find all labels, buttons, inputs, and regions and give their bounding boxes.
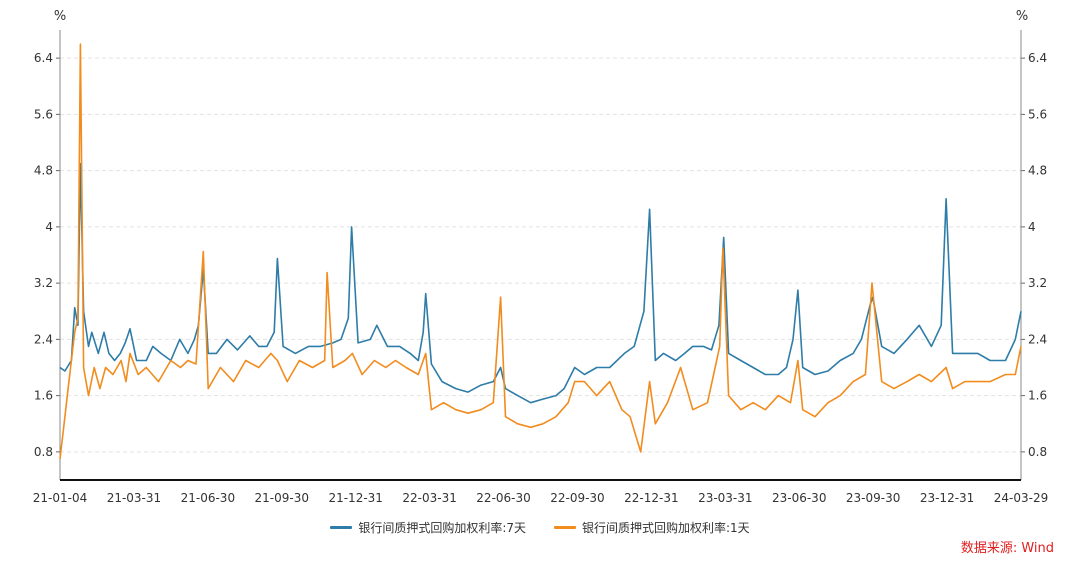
legend-item-1d[interactable]: 银行间质押式回购加权利率:1天 (554, 519, 750, 536)
y-tick-label-left: 3.2 (34, 276, 53, 290)
data-source-note: 数据来源: Wind (960, 541, 1054, 556)
legend-swatch-7d (330, 525, 353, 529)
y-tick-label-right: 3.2 (1028, 276, 1047, 290)
x-tick-label: 23-09-30 (846, 491, 900, 505)
legend-swatch-1d (554, 525, 576, 529)
y-tick-label-right: 1.6 (1028, 389, 1047, 403)
x-tick-label: 21-01-04 (33, 491, 87, 505)
y-tick-label-left: 5.6 (34, 107, 53, 121)
y-tick-label-left: 2.4 (34, 332, 53, 346)
y-tick-label-left: 1.6 (34, 389, 53, 403)
x-tick-label: 23-12-31 (920, 491, 974, 505)
legend: 银行间质押式回购加权利率:7天 银行间质押式回购加权利率:1天 (0, 517, 1080, 537)
axes: 0.8 0.8 1.6 1.6 2.4 2.4 3.2 3.2 4 4 4.8 4.8 5.6 5.6 6.… (33, 30, 1048, 505)
right-axis-unit: % (1016, 9, 1028, 24)
x-tick-label: 22-06-30 (476, 491, 530, 505)
y-tick-label-left: 4 (45, 220, 53, 234)
y-tick-label-right: 6.4 (1028, 51, 1047, 65)
chart-svg: 0.8 0.8 1.6 1.6 2.4 2.4 3.2 3.2 4 4 4.8 4.8 5.6 5.6 6.… (33, 9, 1048, 505)
series-lines (59, 43, 1022, 459)
x-tick-label: 22-03-31 (402, 491, 456, 505)
y-tick-label-left: 4.8 (34, 164, 53, 178)
x-tick-label: 21-06-30 (181, 491, 235, 505)
x-tick-label: 21-09-30 (255, 491, 309, 505)
series-line-1d (59, 43, 1022, 459)
legend-label-1d: 银行间质押式回购加权利率:1天 (582, 520, 750, 535)
y-tick-label-right: 4.8 (1028, 164, 1047, 178)
y-tick-label-right: 4 (1028, 220, 1036, 234)
legend-label-7d: 银行间质押式回购加权利率:7天 (358, 520, 526, 535)
x-tick-label: 21-12-31 (328, 491, 382, 505)
x-tick-label: 23-03-31 (698, 491, 752, 505)
legend-item-7d[interactable]: 银行间质押式回购加权利率:7天 (330, 519, 526, 536)
left-axis-unit: % (54, 9, 66, 24)
y-tick-label-right: 0.8 (1028, 445, 1047, 459)
y-tick-label-right: 5.6 (1028, 107, 1047, 121)
y-tick-label-right: 2.4 (1028, 332, 1047, 346)
x-tick-label: 24-03-29 (994, 491, 1048, 505)
y-tick-label-left: 6.4 (34, 51, 53, 65)
x-tick-label: 22-12-31 (624, 491, 678, 505)
x-tick-label: 23-06-30 (772, 491, 826, 505)
series-line-7d (59, 162, 1022, 404)
x-tick-label: 22-09-30 (550, 491, 604, 505)
x-tick-label: 21-03-31 (107, 491, 161, 505)
y-tick-label-left: 0.8 (34, 445, 53, 459)
